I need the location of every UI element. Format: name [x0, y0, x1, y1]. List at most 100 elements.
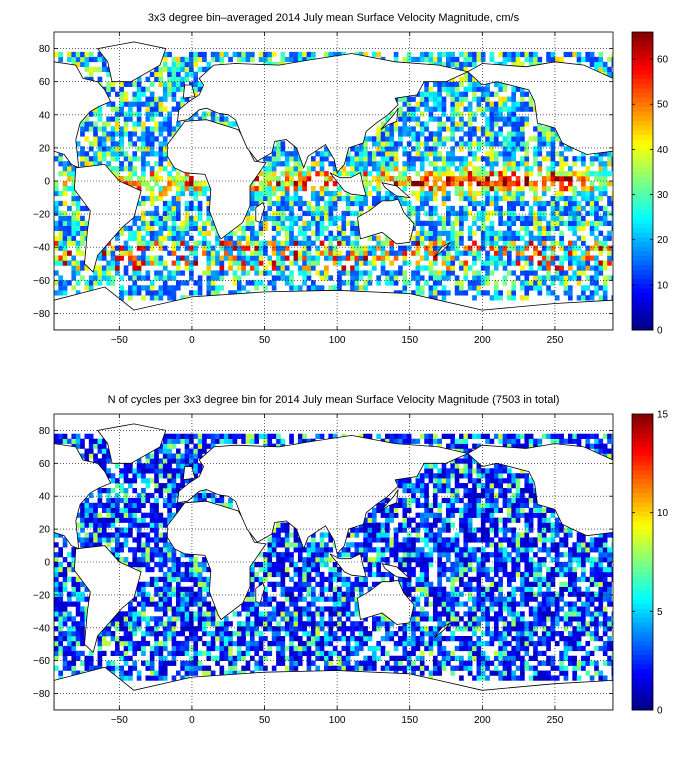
bin-cell — [236, 245, 242, 251]
bin-cell — [119, 621, 124, 627]
bin-cell — [58, 650, 64, 657]
bin-cell — [162, 581, 168, 587]
bin-cell — [145, 116, 151, 122]
bin-cell — [202, 631, 207, 637]
bin-cell — [280, 56, 286, 63]
bin-cell — [354, 151, 360, 157]
bin-cell — [189, 453, 194, 459]
bin-cell — [310, 631, 316, 637]
bin-cell — [206, 586, 212, 592]
bin-cell — [602, 61, 608, 68]
bin-cell — [493, 131, 499, 137]
bin-cell — [75, 591, 81, 597]
bin-cell — [376, 190, 381, 197]
bin-cell — [280, 260, 286, 266]
bin-cell — [528, 260, 534, 266]
bin-cell — [520, 101, 525, 107]
bin-cell — [350, 245, 355, 251]
bin-cell — [581, 176, 586, 182]
bin-cell — [162, 280, 168, 286]
bin-cell — [306, 640, 312, 647]
bin-cell — [128, 527, 133, 533]
bin-cell — [554, 136, 560, 142]
bin-cell — [189, 225, 194, 231]
bin-cell — [358, 51, 364, 58]
colorbar-segment — [632, 260, 653, 266]
bin-cell — [123, 631, 129, 637]
bin-cell — [193, 645, 199, 652]
bin-cell — [419, 131, 425, 137]
bin-cell — [398, 131, 403, 137]
bin-cell — [293, 636, 299, 642]
bin-cell — [537, 215, 543, 222]
bin-cell — [141, 235, 146, 241]
bin-cell — [75, 215, 81, 222]
bin-cell — [145, 566, 151, 573]
bin-cell — [162, 586, 168, 592]
bin-cell — [450, 235, 456, 241]
bin-cell — [293, 626, 299, 632]
bin-cell — [332, 611, 338, 617]
bin-cell — [119, 655, 124, 661]
bin-cell — [520, 225, 525, 231]
bin-cell — [533, 210, 538, 217]
bin-cell — [489, 240, 495, 246]
bin-cell — [180, 576, 185, 583]
bin-cell — [119, 146, 124, 152]
bin-cell — [154, 601, 159, 607]
bin-cell — [145, 621, 151, 627]
bin-cell — [572, 200, 578, 207]
bin-cell — [114, 146, 120, 152]
bin-cell — [428, 151, 434, 157]
bin-cell — [123, 126, 129, 132]
bin-cell — [289, 655, 294, 661]
bin-cell — [132, 255, 138, 261]
bin-cell — [223, 438, 229, 444]
bin-cell — [398, 126, 403, 132]
bin-cell — [254, 616, 260, 622]
bin-cell — [424, 230, 429, 236]
colorbar-segment — [632, 232, 653, 238]
bin-cell — [367, 151, 373, 157]
bin-cell — [459, 161, 464, 167]
bin-cell — [354, 532, 360, 538]
bin-cell — [93, 512, 98, 518]
bin-cell — [332, 631, 338, 637]
bin-cell — [437, 96, 442, 102]
colorbar-segment — [632, 55, 653, 61]
bin-cell — [459, 205, 464, 212]
bin-cell — [371, 557, 377, 563]
bin-cell — [149, 101, 155, 107]
bin-cell — [437, 151, 442, 157]
bin-cell — [572, 275, 578, 281]
bin-cell — [589, 255, 595, 261]
bin-cell — [515, 106, 521, 112]
bin-cell — [210, 611, 216, 617]
bin-cell — [594, 210, 599, 217]
bin-cell — [328, 200, 334, 207]
bin-cell — [110, 517, 116, 523]
bin-cell — [276, 621, 281, 627]
bin-cell — [254, 200, 260, 207]
bin-cell — [175, 571, 181, 578]
bin-cell — [145, 453, 151, 459]
bin-cell — [219, 438, 225, 444]
bin-cell — [197, 576, 203, 583]
bin-cell — [533, 235, 538, 241]
bin-cell — [602, 66, 608, 73]
bin-cell — [581, 185, 586, 192]
bin-cell — [280, 205, 286, 212]
bin-cell — [145, 220, 151, 226]
bin-cell — [293, 235, 299, 241]
bin-cell — [567, 285, 573, 291]
bin-cell — [376, 235, 381, 241]
bin-cell — [572, 255, 578, 261]
bin-cell — [284, 225, 290, 231]
bin-cell — [480, 106, 486, 112]
bin-cell — [158, 76, 164, 82]
bin-cell — [284, 166, 290, 172]
bin-cell — [284, 655, 290, 661]
bin-cell — [341, 171, 347, 177]
bin-cell — [267, 557, 273, 563]
bin-cell — [80, 640, 85, 647]
